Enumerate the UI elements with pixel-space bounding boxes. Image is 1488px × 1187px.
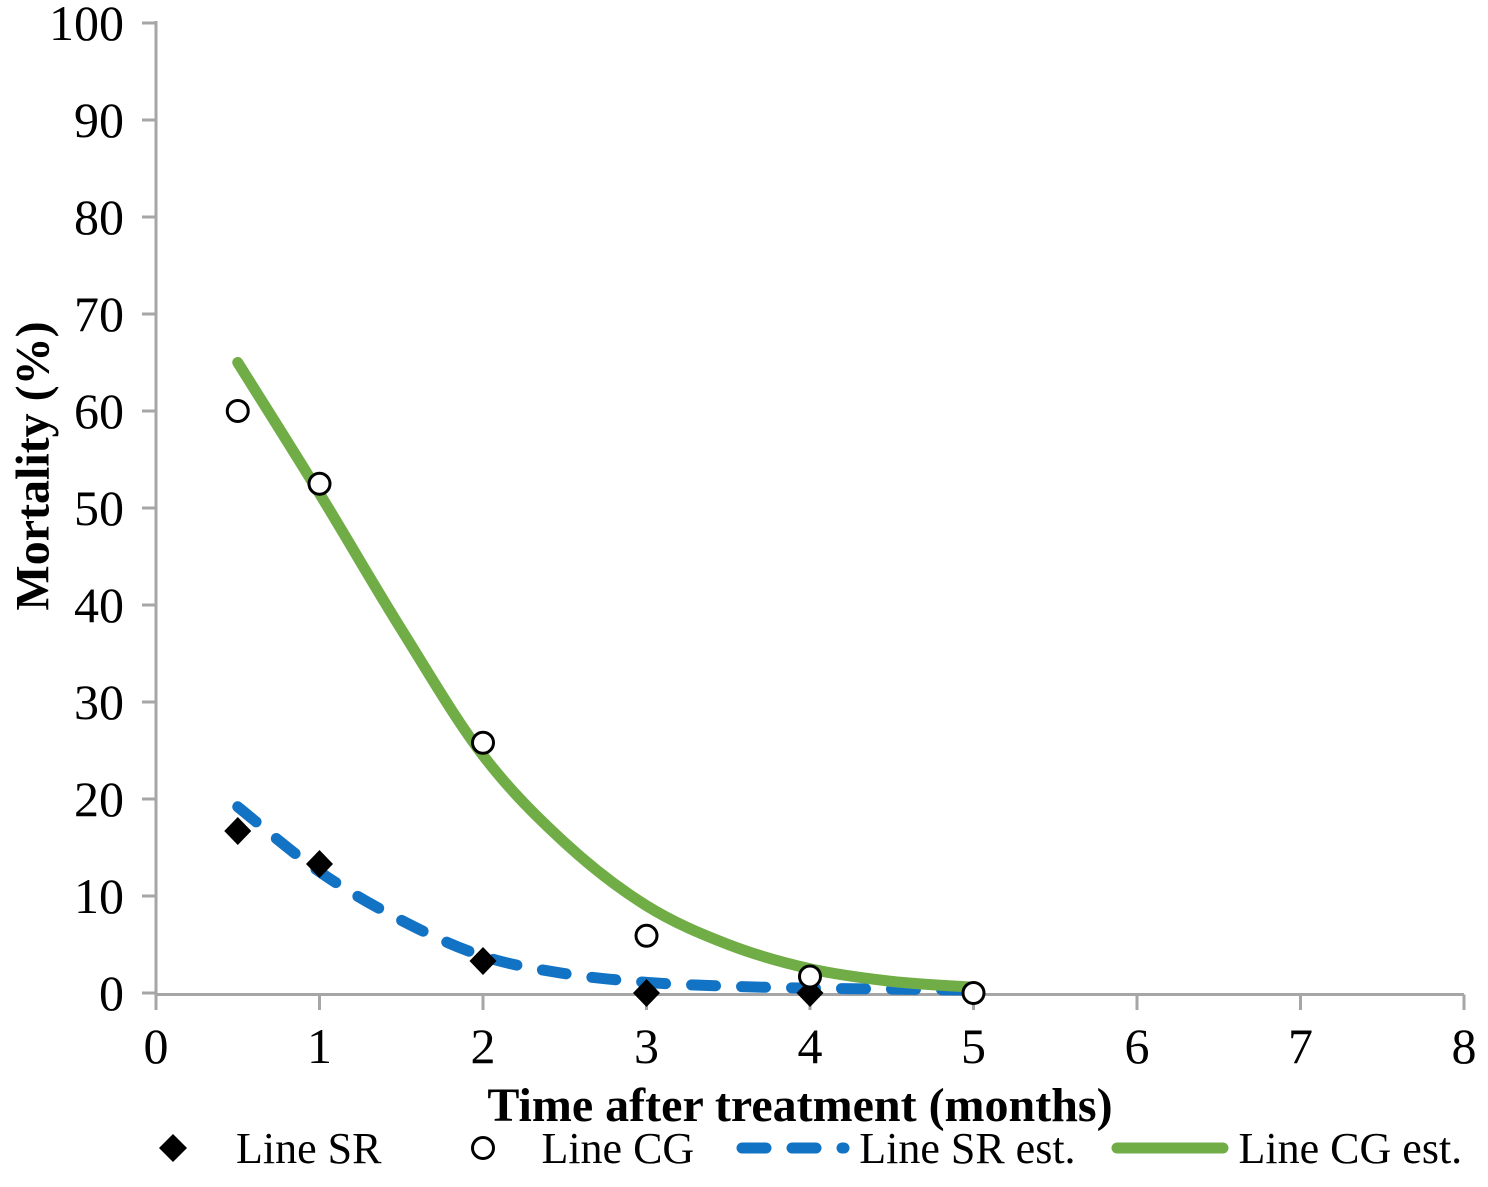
sr-diamond-point [469, 946, 497, 975]
sr-diamond-point [633, 979, 660, 1007]
y-tick-label: 50 [74, 480, 124, 536]
x-tick-label: 5 [961, 1018, 986, 1074]
x-tick-label: 1 [307, 1018, 332, 1074]
cg-circle-point [798, 964, 822, 989]
y-tick-label: 80 [74, 189, 124, 245]
legend-label-line-cg-est: Line CG est. [1238, 1123, 1463, 1173]
y-axis-title: Mortality (%) [6, 321, 60, 611]
legend-label-line-cg: Line CG [541, 1123, 695, 1173]
y-tick-label: 20 [74, 771, 124, 827]
cg-circle-point [471, 730, 495, 755]
cg-circle-point [634, 923, 659, 948]
x-tick-label: 0 [144, 1018, 169, 1074]
diamond-marker-icon [159, 1134, 187, 1162]
legend-item-line-sr-est: Line SR est. [734, 1123, 1076, 1174]
cg-circle-point [225, 399, 250, 423]
x-tick-label: 7 [1288, 1018, 1313, 1074]
x-tick-label: 3 [634, 1018, 659, 1074]
dashed-line-sample-icon [736, 1142, 850, 1154]
legend: Line SR Line CG Line SR est. Line CG est… [0, 1116, 1488, 1180]
cg-est-curve [232, 357, 979, 993]
sr-diamond-point [224, 817, 252, 846]
y-tick-label: 0 [99, 965, 124, 1021]
cg-circle-point [307, 471, 332, 496]
y-tick-label: 90 [74, 92, 124, 148]
sr-diamond-point [306, 849, 333, 878]
sr-est-curve [232, 801, 979, 996]
y-tick-label: 40 [74, 577, 124, 633]
legend-item-line-sr: Line SR [158, 1123, 381, 1174]
legend-item-line-cg: Line CG [469, 1123, 694, 1174]
circle-marker-icon [471, 1136, 496, 1160]
x-tick-label: 2 [471, 1018, 496, 1074]
y-tick-label: 60 [74, 383, 124, 439]
legend-label-line-sr-est: Line SR est. [859, 1123, 1076, 1173]
diamond-marker-shape [159, 1134, 187, 1162]
x-axis-title: Time after treatment (months) [487, 1079, 1113, 1132]
x-tick-label: 4 [798, 1018, 823, 1074]
x-tick-label: 8 [1452, 1018, 1477, 1074]
circle-marker-shape [471, 1136, 496, 1160]
y-tick-label: 30 [74, 674, 124, 730]
legend-label-line-sr: Line SR [236, 1123, 382, 1173]
y-tick-label: 10 [74, 868, 124, 924]
y-tick-label: 70 [74, 286, 124, 342]
y-tick-label: 100 [49, 0, 124, 51]
legend-item-line-cg-est: Line CG est. [1110, 1123, 1463, 1174]
solid-line-sample-icon [1111, 1142, 1229, 1154]
cg-circle-point [961, 981, 986, 1005]
x-tick-label: 6 [1125, 1018, 1150, 1074]
